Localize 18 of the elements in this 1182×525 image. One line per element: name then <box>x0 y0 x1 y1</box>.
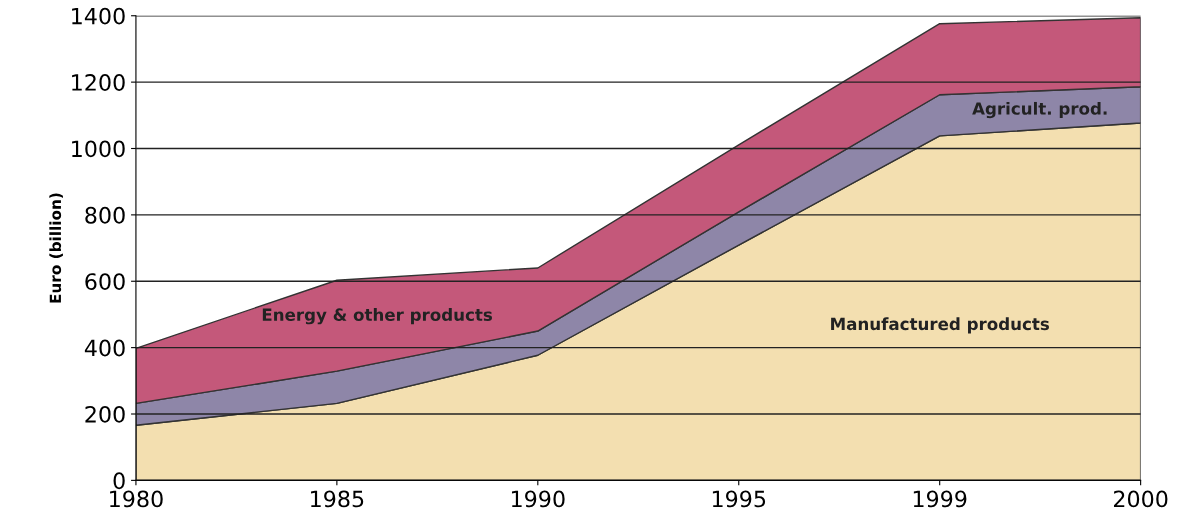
y-tick-label: 1400 <box>72 7 125 25</box>
x-tick-label: 1995 <box>712 490 766 508</box>
y-tick-label: 1000 <box>72 140 125 158</box>
x-tick-label: 2000 <box>1113 490 1168 508</box>
y-tick-label: 0 <box>113 472 125 490</box>
y-tick-label: 400 <box>84 339 125 357</box>
y-tick-label: 800 <box>85 206 125 224</box>
series-label: Energy & other products <box>262 308 493 325</box>
y-tick-label: 600 <box>85 273 125 291</box>
x-tick-label: 1990 <box>511 490 565 508</box>
x-tick-label: 1999 <box>913 490 967 508</box>
y-tick-label: 1200 <box>72 74 125 91</box>
y-tick-label: 200 <box>85 405 125 423</box>
x-tick-label: 1985 <box>311 490 364 508</box>
y-axis-title: Euro (billion) <box>49 193 63 303</box>
series-label: Agricult. prod. <box>972 101 1107 119</box>
x-tick-label: 1980 <box>110 490 163 508</box>
series-label: Manufactured products <box>831 317 1049 334</box>
